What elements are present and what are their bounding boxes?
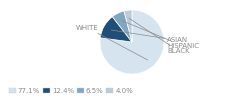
- Text: ASIAN: ASIAN: [111, 30, 188, 43]
- Wedge shape: [112, 11, 132, 42]
- Text: HISPANIC: HISPANIC: [121, 20, 199, 49]
- Wedge shape: [124, 10, 132, 42]
- Text: WHITE: WHITE: [76, 25, 148, 60]
- Legend: 77.1%, 12.4%, 6.5%, 4.0%: 77.1%, 12.4%, 6.5%, 4.0%: [6, 85, 136, 96]
- Wedge shape: [100, 10, 164, 74]
- Wedge shape: [100, 17, 132, 42]
- Text: BLACK: BLACK: [129, 18, 190, 54]
